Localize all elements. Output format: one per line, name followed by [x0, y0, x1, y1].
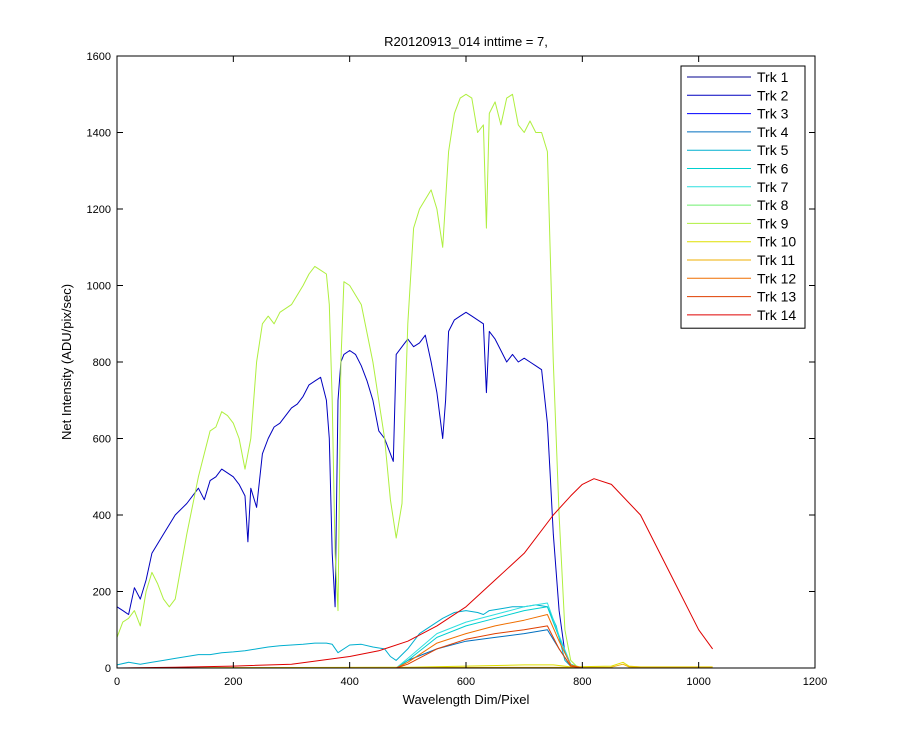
legend-label: Trk 4: [757, 124, 789, 140]
x-tick-label: 1000: [686, 676, 710, 688]
legend-label: Trk 1: [757, 69, 789, 85]
y-tick-label: 1000: [87, 281, 111, 293]
legend-label: Trk 8: [757, 197, 789, 213]
y-tick-label: 600: [93, 434, 111, 446]
y-tick-label: 200: [93, 587, 111, 599]
legend-label: Trk 11: [757, 252, 795, 268]
legend-label: Trk 12: [757, 270, 796, 286]
legend-label: Trk 6: [757, 161, 789, 177]
y-tick-label: 1200: [87, 204, 111, 216]
legend: Trk 1 Trk 2 Trk 3 Trk 4 Trk 5 Trk 6 Trk 7 Trk 8…: [680, 65, 806, 329]
series-line-trk-11: [116, 663, 713, 669]
legend-label: Trk 10: [757, 234, 796, 250]
y-tick-label: 0: [105, 663, 111, 675]
x-tick-label: 800: [573, 676, 591, 688]
series-line-trk-12: [117, 614, 713, 669]
legend-label: Trk 9: [757, 215, 789, 231]
x-tick-label: 400: [340, 676, 358, 688]
legend-label: Trk 13: [757, 289, 796, 305]
y-tick-label: 1600: [87, 51, 111, 63]
legend-label: Trk 5: [757, 142, 789, 158]
x-tick-label: 0: [114, 676, 120, 688]
series-layer: [116, 93, 714, 669]
series-line-trk-14: [116, 478, 714, 669]
y-tick-label: 400: [93, 510, 111, 522]
chart-title: R20120913_014 inttime = 7,: [384, 34, 548, 49]
y-tick-label: 1400: [87, 128, 111, 140]
y-tick-label: 800: [93, 357, 111, 369]
series-line-trk-5: [116, 604, 713, 669]
x-tick-label: 1200: [803, 676, 827, 688]
series-line-trk-9: [116, 93, 713, 669]
legend-label: Trk 14: [757, 307, 796, 323]
legend-box: [680, 65, 806, 329]
y-axis-label: Net Intensity (ADU/pix/sec): [59, 284, 74, 440]
series-line-trk-2: [116, 311, 713, 669]
series-line-trk-7: [117, 602, 713, 669]
legend-label: Trk 7: [757, 179, 789, 195]
legend-label: Trk 2: [757, 87, 789, 103]
x-axis-label: Wavelength Dim/Pixel: [403, 692, 530, 707]
x-tick-label: 600: [457, 676, 475, 688]
series-line-trk-13: [117, 625, 713, 669]
legend-label: Trk 3: [757, 106, 789, 122]
x-tick-label: 200: [224, 676, 242, 688]
tick-layer: 0 200 400 600 800 1000 1200 0 200 400 600 800 1000 12…: [87, 51, 828, 688]
